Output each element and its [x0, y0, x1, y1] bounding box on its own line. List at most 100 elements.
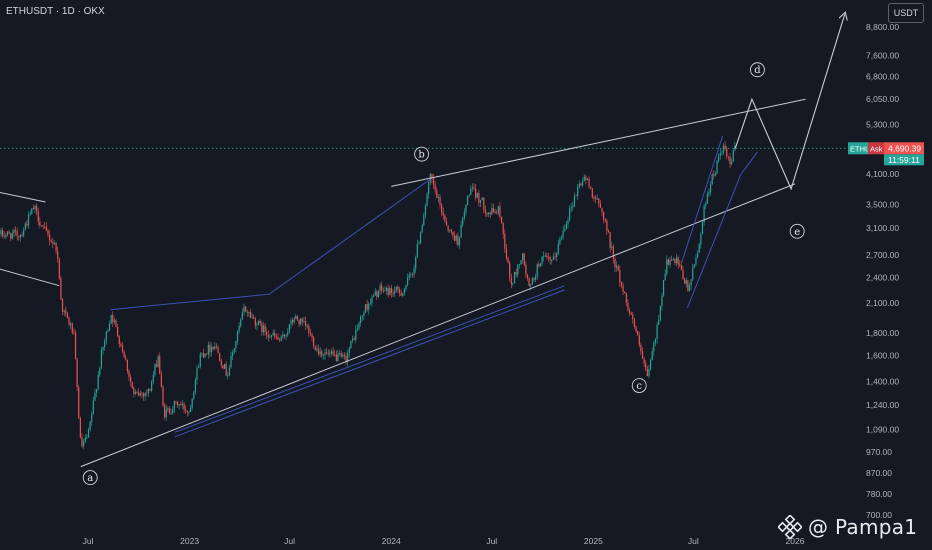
candle-body — [447, 225, 449, 231]
candle-body — [535, 276, 537, 281]
currency-selector-button[interactable]: USDT — [888, 3, 924, 23]
y-tick-label: 1,800.00 — [866, 328, 899, 338]
candle-body — [408, 274, 410, 278]
candle-body — [253, 316, 255, 319]
candle-body — [128, 370, 130, 377]
candle-body — [91, 413, 93, 422]
price-symbol-bg — [848, 142, 868, 155]
candle-body — [355, 329, 357, 340]
white-trendline — [0, 191, 46, 203]
candle-body — [39, 221, 41, 226]
candle-body — [449, 229, 451, 231]
candle-body — [364, 304, 367, 313]
candle-body — [363, 312, 365, 316]
candle-body — [194, 380, 196, 393]
candle-body — [230, 355, 232, 368]
candle-body — [727, 156, 729, 158]
candle-body — [83, 441, 85, 447]
candle-body — [684, 279, 686, 284]
candle-body — [165, 409, 167, 418]
candle-body — [283, 334, 286, 337]
candle-body — [612, 246, 614, 259]
y-tick-label: 1,090.00 — [866, 425, 899, 435]
candle-body — [330, 351, 333, 354]
candle-body — [219, 353, 221, 361]
candle-body — [351, 338, 354, 341]
x-tick-label: 2023 — [180, 536, 199, 546]
candle-body — [324, 352, 326, 355]
candle-body — [314, 346, 316, 350]
wave-circle — [414, 146, 430, 162]
candle-body — [640, 344, 642, 352]
candle-body — [120, 343, 122, 346]
candle-body — [603, 212, 605, 220]
candle-body — [300, 318, 302, 325]
candle-body — [450, 229, 452, 232]
candle-body — [732, 150, 734, 162]
candle-body — [269, 336, 271, 338]
candle-body — [160, 373, 162, 387]
candle-body — [130, 376, 132, 382]
candle-body — [108, 323, 111, 331]
candle-body — [671, 259, 673, 261]
candle-body — [539, 263, 542, 267]
candle-body — [262, 325, 265, 333]
candle-body — [181, 403, 184, 405]
candle-body — [97, 374, 99, 390]
candle-body — [86, 437, 88, 439]
candle-body — [87, 429, 90, 438]
candle-body — [142, 393, 145, 397]
candle-body — [206, 353, 208, 355]
candle-body — [157, 356, 159, 367]
x-tick-label: 2026 — [786, 536, 805, 546]
candle-body — [13, 230, 15, 234]
candle-body — [729, 157, 731, 164]
candle-body — [520, 259, 522, 265]
candle-body — [115, 320, 117, 327]
candle-body — [66, 313, 69, 318]
candle-body — [57, 250, 59, 259]
candle-body — [104, 340, 106, 348]
candle-body — [3, 235, 5, 237]
candle-body — [556, 253, 558, 258]
candle-body — [19, 235, 22, 238]
candle-body — [304, 320, 307, 327]
candle-body — [664, 273, 666, 281]
candle-body — [335, 354, 337, 361]
candle-body — [637, 330, 639, 336]
candle-body — [395, 286, 397, 292]
candle-body — [645, 363, 647, 370]
candle-body — [661, 295, 663, 307]
candle-body — [155, 364, 158, 367]
candle-body — [118, 336, 120, 344]
candle-body — [674, 258, 676, 263]
candle-body — [167, 408, 169, 410]
candle-body — [546, 255, 548, 258]
candle-body — [117, 326, 119, 337]
candle-body — [669, 259, 671, 265]
candle-body — [37, 210, 39, 222]
candle-body — [680, 265, 682, 271]
candle-body — [415, 257, 417, 269]
candle-body — [343, 354, 346, 357]
candle-body — [196, 368, 198, 381]
wave-circle — [789, 223, 805, 239]
candle-body — [656, 324, 658, 339]
candle-body — [79, 418, 81, 438]
candle-body — [18, 236, 20, 238]
candle-body — [14, 230, 17, 232]
candle-body — [581, 180, 584, 186]
candle-body — [81, 437, 83, 447]
candle-body — [0, 230, 2, 235]
candle-body — [436, 190, 438, 198]
candle-body — [121, 345, 124, 352]
candle-body — [175, 401, 177, 403]
candle-body — [609, 232, 611, 248]
blue-trendline — [110, 178, 431, 311]
candle-body — [513, 272, 516, 284]
candle-body — [468, 194, 470, 196]
candle-body — [479, 199, 482, 203]
candle-body — [254, 318, 256, 326]
